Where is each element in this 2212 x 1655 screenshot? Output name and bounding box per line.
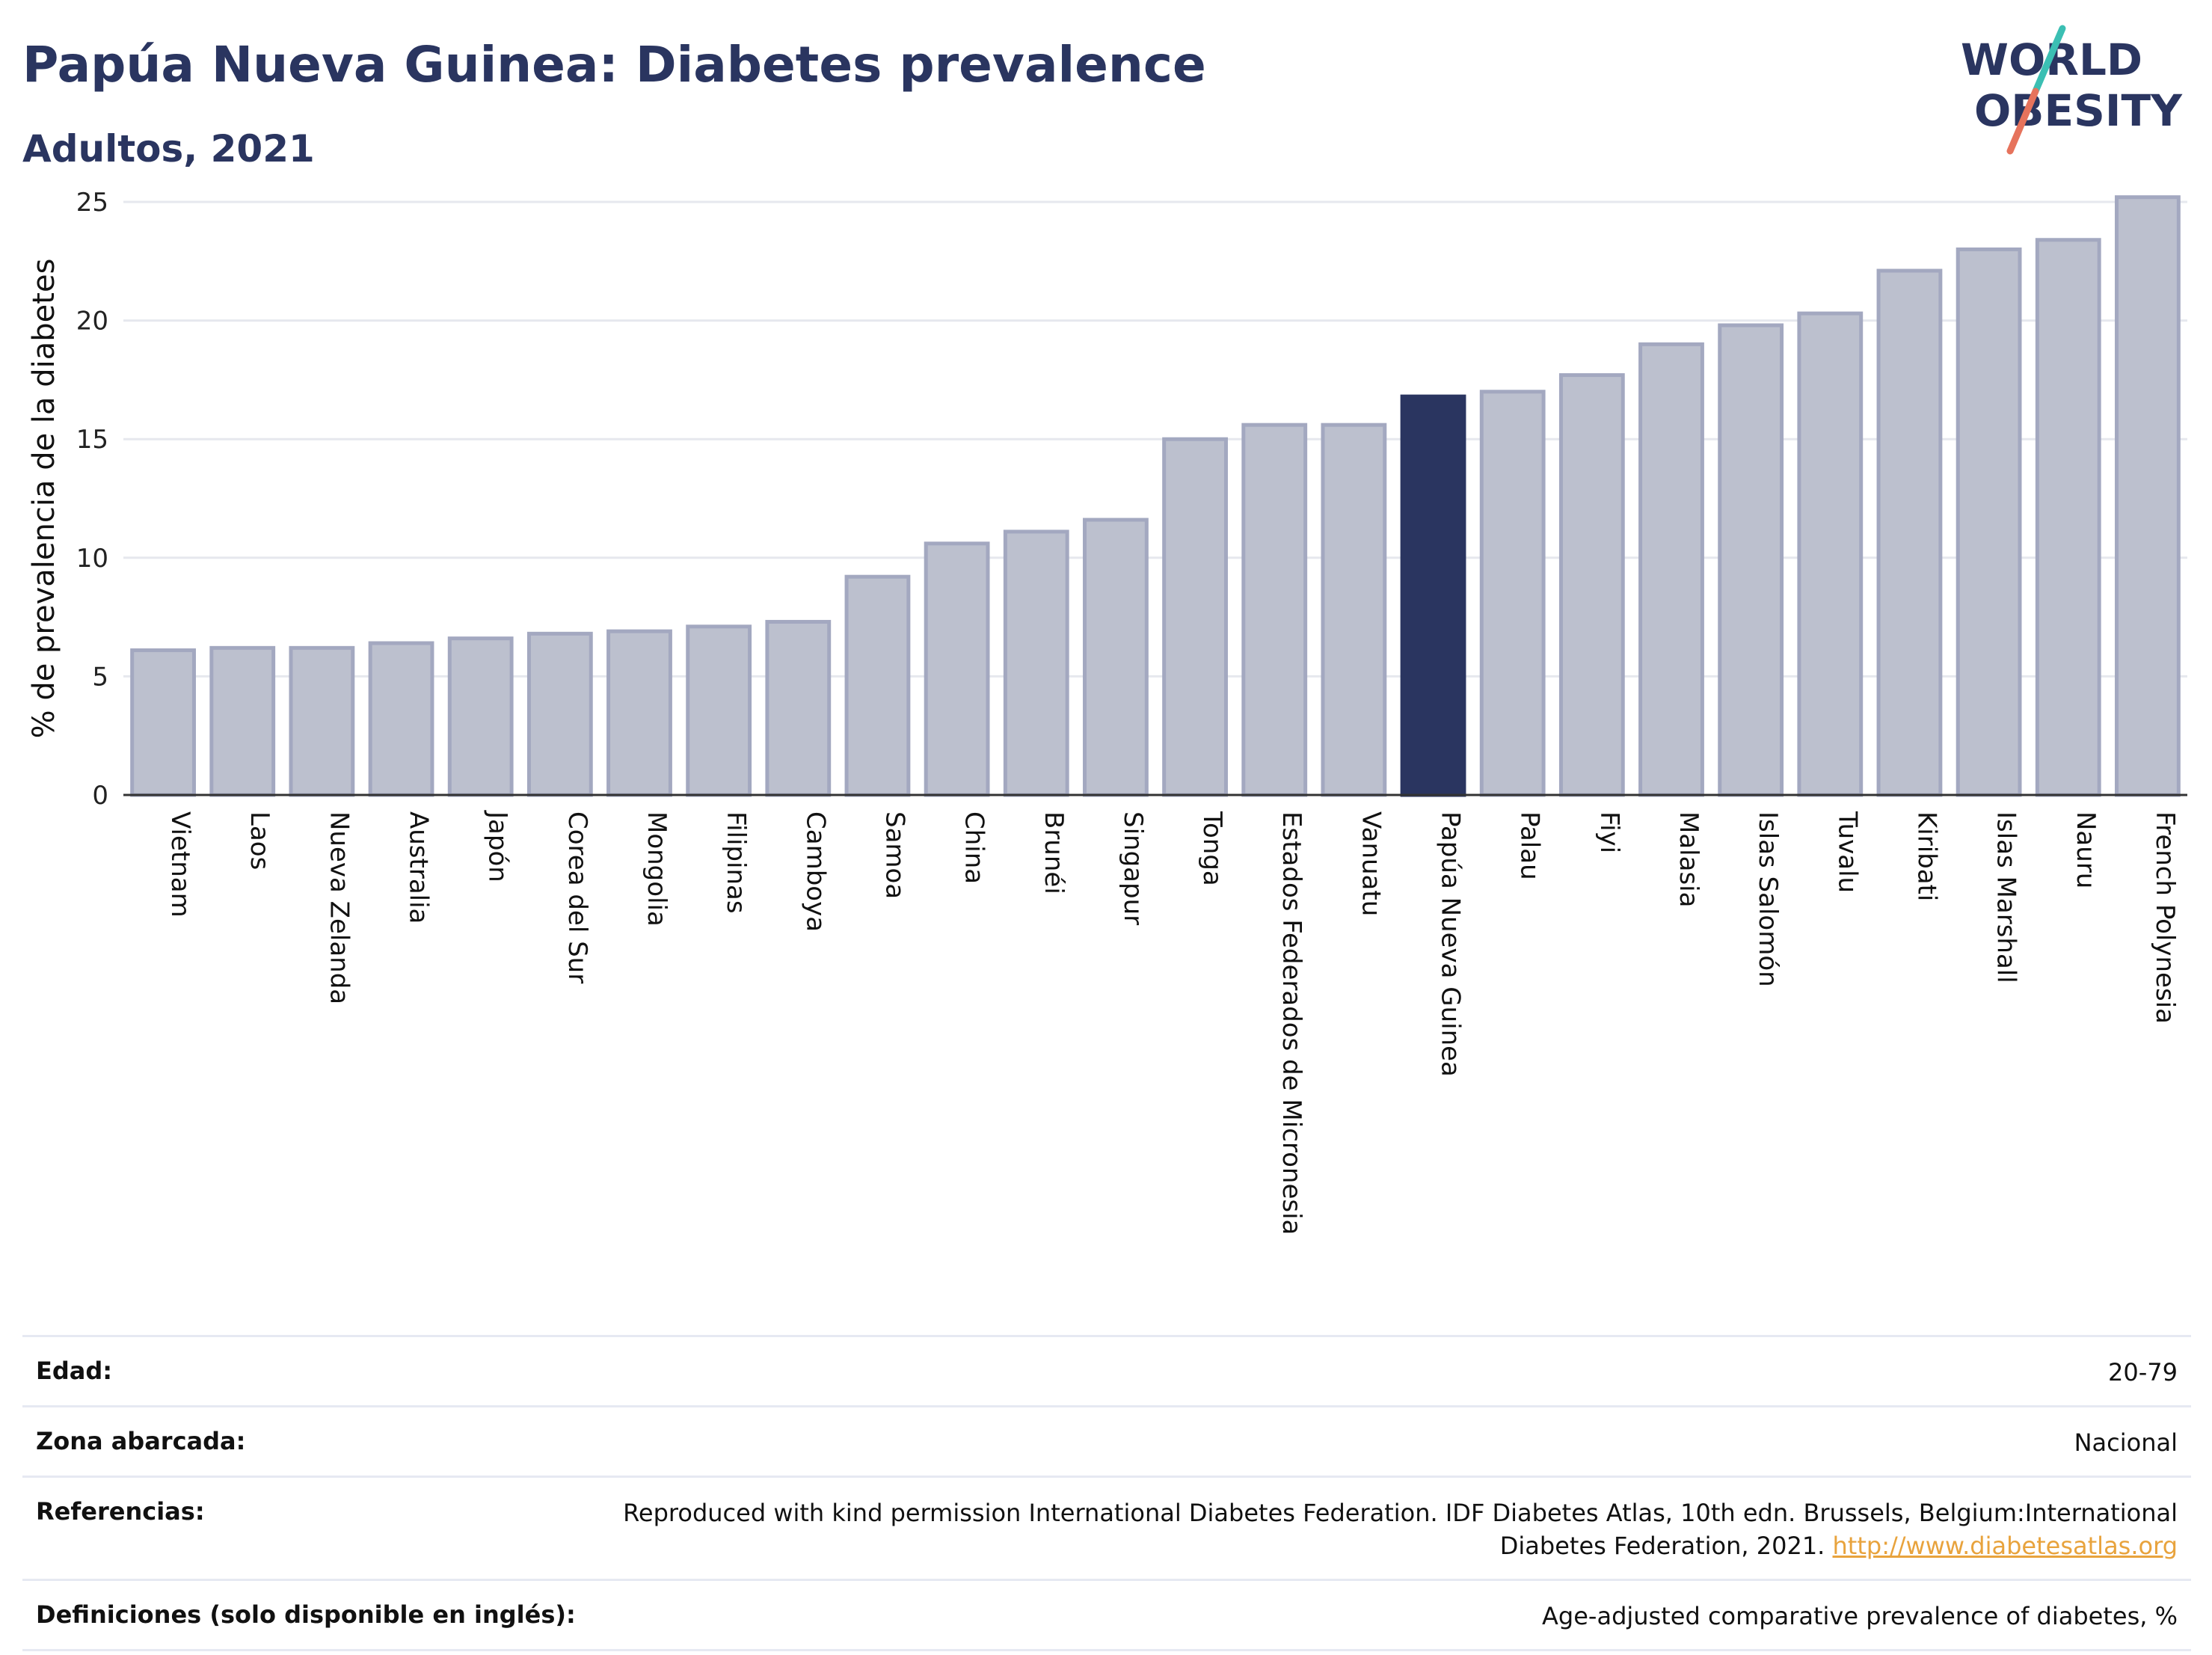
bar bbox=[2035, 238, 2101, 797]
bar bbox=[1321, 423, 1387, 797]
x-tick-label: Corea del Sur bbox=[562, 811, 592, 983]
x-tick-label: Australia bbox=[404, 811, 434, 924]
bar bbox=[1003, 529, 1069, 797]
x-tick-label: Mongolia bbox=[642, 811, 672, 927]
x-tick-label: China bbox=[959, 811, 989, 884]
bar bbox=[1083, 518, 1149, 797]
y-tick-label: 0 bbox=[92, 781, 108, 811]
x-tick-label: French Polynesia bbox=[2150, 811, 2180, 1024]
references-link[interactable]: http://www.diabetesatlas.org bbox=[1832, 1531, 2178, 1560]
x-tick-label: Islas Marshall bbox=[1991, 811, 2021, 983]
logo-slash-coral bbox=[2006, 87, 2039, 155]
bar bbox=[844, 574, 911, 797]
bar bbox=[368, 641, 434, 797]
bar bbox=[1956, 247, 2022, 797]
bar bbox=[686, 624, 752, 797]
bar bbox=[2115, 195, 2181, 797]
bar bbox=[1876, 268, 1943, 797]
bar bbox=[1479, 390, 1546, 797]
references-text: Reproduced with kind permission Internat… bbox=[623, 1499, 2178, 1560]
meta-row-area: Zona abarcada: Nacional bbox=[22, 1405, 2191, 1476]
bar bbox=[526, 631, 593, 797]
bar bbox=[1162, 437, 1228, 797]
x-tick-label: Islas Salomón bbox=[1753, 811, 1783, 987]
meta-value: 20-79 bbox=[2108, 1358, 2178, 1387]
meta-value: Nacional bbox=[2074, 1428, 2178, 1458]
x-tick-label: Fiyi bbox=[1594, 811, 1624, 853]
chart-title: Papúa Nueva Guinea: Diabetes prevalence bbox=[22, 36, 1206, 93]
y-tick-label: 10 bbox=[76, 544, 108, 574]
bar bbox=[1400, 394, 1466, 797]
meta-value-references: Reproduced with kind permission Internat… bbox=[607, 1497, 2178, 1562]
logo-line2: OBESITY bbox=[1974, 85, 2183, 136]
x-tick-label: Estados Federados de Micronesia bbox=[1276, 811, 1306, 1235]
x-tick-label: Samoa bbox=[879, 811, 909, 899]
x-tick-label: Vietnam bbox=[165, 811, 195, 918]
meta-value: Age-adjusted comparative prevalence of d… bbox=[1542, 1601, 2178, 1630]
meta-key: Edad: bbox=[36, 1357, 113, 1385]
bar bbox=[1638, 342, 1704, 797]
x-tick-label: Brunéi bbox=[1039, 811, 1069, 894]
meta-key: Zona abarcada: bbox=[36, 1427, 246, 1456]
metadata-table: Edad: 20-79 Zona abarcada: Nacional Refe… bbox=[22, 1335, 2191, 1651]
chart-subtitle: Adultos, 2021 bbox=[22, 127, 315, 171]
bar bbox=[1241, 423, 1308, 797]
world-obesity-logo: WORLD OBESITY bbox=[1961, 25, 2183, 155]
x-tick-label: Tonga bbox=[1197, 811, 1227, 886]
bar bbox=[130, 648, 196, 797]
y-tick-label: 5 bbox=[92, 662, 108, 692]
bar bbox=[765, 619, 832, 797]
meta-key: Definiciones (solo disponible en inglés)… bbox=[36, 1600, 576, 1629]
meta-row-age: Edad: 20-79 bbox=[22, 1335, 2191, 1405]
x-tick-label: Kiribati bbox=[1911, 811, 1941, 901]
x-tick-label: Tuvalu bbox=[1832, 811, 1862, 893]
logo-slash-teal bbox=[2032, 25, 2066, 95]
y-tick-label: 15 bbox=[76, 425, 108, 455]
y-tick-label: 25 bbox=[76, 188, 108, 218]
bar bbox=[1797, 311, 1864, 797]
bar bbox=[447, 636, 514, 797]
bar-chart: 0 5 10 15 20 25 % de prevalencia de la diabete… bbox=[27, 188, 2187, 1235]
bar bbox=[606, 629, 672, 797]
x-tick-label: Laos bbox=[245, 811, 274, 870]
x-tick-label: Nueva Zelanda bbox=[324, 811, 354, 1004]
x-tick-label: Japón bbox=[483, 810, 513, 882]
meta-key: Referencias: bbox=[36, 1497, 205, 1526]
x-tick-label: Malasia bbox=[1674, 811, 1703, 907]
y-axis-label: % de prevalencia de la diabetes bbox=[27, 259, 61, 739]
x-tick-label: Nauru bbox=[2071, 811, 2101, 888]
meta-row-references: Referencias: Reproduced with kind permis… bbox=[22, 1476, 2191, 1578]
x-tick-label: Papúa Nueva Guinea bbox=[1436, 811, 1466, 1077]
x-tick-label: Vanuatu bbox=[1356, 811, 1386, 916]
bar bbox=[209, 645, 276, 797]
meta-row-definitions: Definiciones (solo disponible en inglés)… bbox=[22, 1578, 2191, 1651]
y-tick-label: 20 bbox=[76, 307, 108, 337]
x-tick-label: Singapur bbox=[1118, 811, 1148, 925]
bar bbox=[924, 541, 990, 797]
x-tick-label: Palau bbox=[1515, 811, 1545, 880]
bar bbox=[1558, 373, 1625, 797]
bar bbox=[289, 645, 355, 797]
bar bbox=[1718, 323, 1784, 797]
x-tick-label: Camboya bbox=[800, 811, 830, 932]
x-tick-label: Filipinas bbox=[721, 811, 751, 914]
